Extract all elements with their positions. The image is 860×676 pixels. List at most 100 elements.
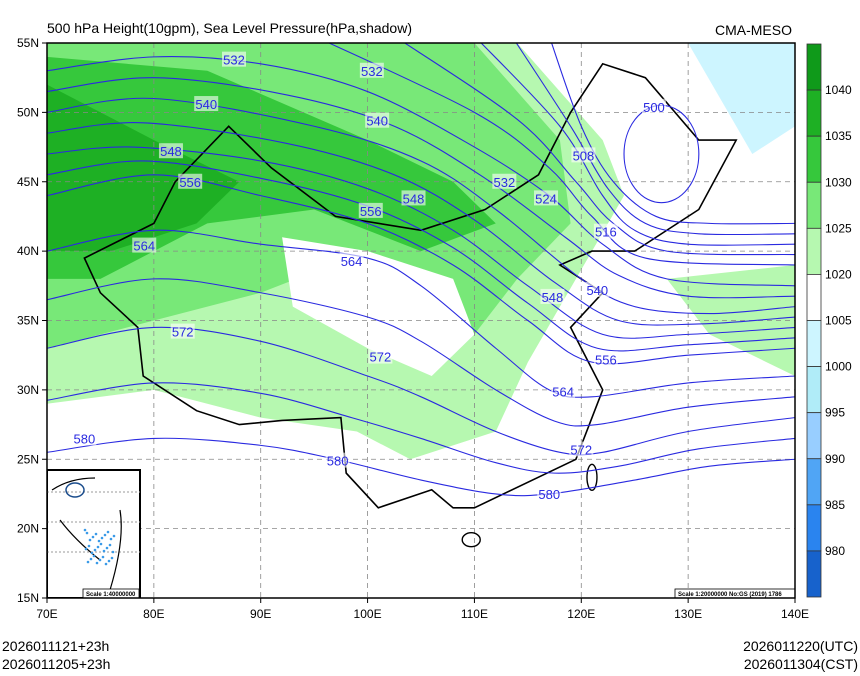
inset-islands [95,561,99,565]
contour-label-bg [222,51,246,67]
contour-label-bg [359,62,384,78]
inset-scale-box [82,588,140,598]
inset-islands [83,528,87,532]
inset-islands [103,533,107,537]
height-contour-intermediate [515,43,795,236]
height-contour-intermediate [47,122,795,326]
contour-label: 556 [179,175,201,190]
colorbar-swatch [806,504,822,552]
contour-label: 564 [552,384,574,399]
south-china-sea-inset: Scale 1:40000000 [47,469,141,598]
contour-label: 532 [493,175,515,190]
lon-tick-label: 90E [250,607,271,621]
contour-label-bg [537,485,562,501]
colorbar-swatch [806,366,822,414]
inset-islands [110,556,114,560]
contour-label: 564 [133,239,155,254]
contour-label-bg [132,237,157,253]
height-contour-intermediate [403,43,795,256]
inset-islands [107,559,111,563]
lat-tick-label: 40N [17,244,39,258]
contour-label-bg [339,252,364,268]
source-label: CMA-MESO [715,22,792,38]
chart-title: 500 hPa Height(10gpm), Sea Level Pressur… [47,20,412,36]
inset-islands [106,530,110,534]
contour-label: 524 [535,191,557,206]
colorbar-label: 1035 [825,129,852,143]
height-contour-intermediate [47,77,795,299]
inset-islands [86,560,90,564]
valid-time-utc: 2026011220(UTC) [743,638,858,654]
contour-label: 508 [573,148,595,163]
height-contour-intermediate [47,382,795,474]
contour-label-bg [551,383,576,399]
inset-islands [101,555,105,559]
contour-label: 532 [223,53,245,68]
inset-scale-text: Scale 1:40000000 [86,592,136,598]
colorbar-swatch [806,550,822,598]
inset-islands [84,547,88,551]
height-contour-580 [47,437,795,497]
height-contour-540 [47,97,795,315]
inset-islands [94,532,98,536]
contour-label-bg [641,98,666,114]
contour-label-bg [593,351,618,367]
contour-label-bg [540,288,565,304]
lat-tick-label: 25N [17,452,39,466]
lon-tick-label: 80E [143,607,164,621]
lat-tick-label: 50N [17,105,39,119]
contour-label-bg [401,190,426,206]
contour-label: 548 [542,290,564,305]
height-contour-508 [551,43,795,225]
china-border [83,62,738,509]
lat-tick-label: 55N [17,36,39,50]
colorbar-swatch [806,458,822,506]
main-scale-box [674,588,795,598]
colorbar-swatch [806,227,822,275]
inset-islands [104,562,108,566]
inset-islands [111,550,115,554]
height-contour-516 [480,43,795,246]
contour-label-bg [534,190,559,206]
lat-tick-label: 30N [17,383,39,397]
contour-label-bg [72,430,97,446]
contour-label: 500 [643,100,665,115]
contour-label: 540 [586,283,608,298]
contour-label: 540 [366,114,388,129]
colorbar-swatch [806,135,822,183]
contour-label: 564 [341,254,363,269]
inset-islands [112,534,116,538]
contour-label-bg [593,223,618,239]
inset-islands [105,546,109,550]
inset-islands [108,543,112,547]
lon-tick-label: 130E [674,607,702,621]
contour-label: 548 [160,144,182,159]
colorbar-label: 995 [825,406,845,420]
inset-islands [87,544,91,548]
contour-label-bg [368,348,393,364]
colorbar-swatch [806,181,822,229]
contour-label: 572 [570,443,592,458]
colorbar-label: 980 [825,544,845,558]
pressure-shade-1035 [47,84,240,252]
colorbar-label: 1025 [825,221,852,235]
inset-islands [91,535,95,539]
lat-tick-label: 35N [17,314,39,328]
colorbar-swatch [806,274,822,321]
inset-islands [92,554,96,558]
colorbar-label: 1000 [825,360,852,374]
colorbar-swatch [806,320,822,367]
inset-islands [100,536,104,540]
contour-label-bg [178,173,203,189]
inset-islands [102,549,106,553]
lon-tick-label: 110E [461,607,488,621]
colorbar-label: 1030 [825,175,852,189]
lon-tick-label: 140E [781,607,809,621]
contour-label: 548 [403,191,425,206]
contour-label: 580 [327,454,349,469]
contour-label: 540 [195,97,217,112]
inset-islands [98,558,102,562]
colorbar-swatch [806,412,822,460]
inset-islands [99,542,103,546]
inset-coastline [51,477,122,591]
